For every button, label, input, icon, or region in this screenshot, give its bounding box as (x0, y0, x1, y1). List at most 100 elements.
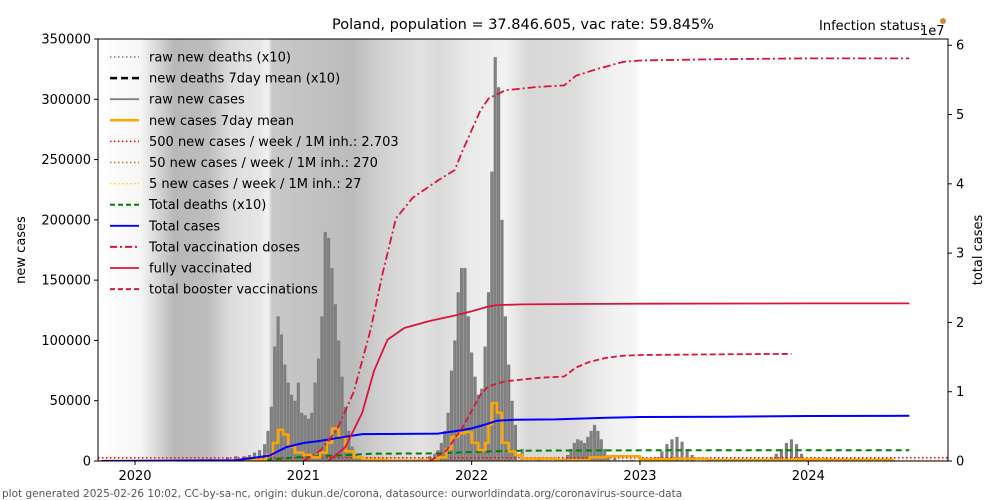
right-axis-multiplier: 1e7 (920, 24, 945, 39)
y-axis-label: new cases (14, 216, 29, 284)
new-cases-bar (286, 382, 290, 461)
new-cases-bar (427, 456, 432, 461)
new-cases-bar (774, 453, 778, 461)
new-cases-bar (592, 424, 597, 461)
legend-label: 5 new cases / week / 1M inh.: 27 (149, 177, 361, 192)
y-right-tick-label: 1 (956, 385, 964, 400)
legend-label: raw new deaths (x10) (149, 51, 291, 66)
new-cases-7day-mean-line (101, 401, 894, 461)
new-cases-bar (486, 292, 491, 461)
legend: raw new deaths (x10) new deaths 7day mean… (110, 51, 399, 298)
new-cases-bar (680, 441, 684, 461)
new-cases-bar (685, 448, 689, 461)
plot-frame (97, 38, 949, 462)
y-right-tick-label: 4 (956, 177, 964, 192)
y-right-tick-label: 3 (956, 247, 964, 262)
new-cases-bar (665, 444, 669, 461)
new-cases-bar (779, 448, 783, 461)
new-cases-bar (660, 451, 664, 461)
new-cases-bar (300, 412, 304, 461)
new-cases-bar (296, 382, 300, 461)
new-cases-bar (289, 394, 294, 461)
new-cases-bar (306, 418, 310, 461)
new-cases-bar (357, 457, 361, 461)
new-cases-bar (794, 444, 799, 461)
new-cases-bar (613, 458, 617, 461)
x-axis: 2020 2021 2022 2023 2024 (118, 461, 825, 484)
new-cases-bar (320, 316, 324, 461)
new-cases-bar (470, 352, 474, 461)
new-cases-bar (603, 448, 607, 461)
new-cases-bar (347, 430, 351, 461)
new-cases-bar (473, 376, 477, 461)
new-cases-bar (443, 430, 447, 461)
new-cases-bar (313, 382, 317, 461)
new-cases-bar (476, 394, 480, 461)
legend-label: raw new cases (149, 93, 245, 108)
new-cases-bar (493, 57, 497, 461)
new-cases-bar (269, 406, 273, 461)
new-cases-bar (483, 346, 487, 461)
new-cases-bar (490, 171, 494, 461)
x-tick-label: 2021 (287, 469, 320, 484)
new-cases-bar (459, 268, 464, 461)
new-cases-bar (586, 436, 590, 461)
y-right-tick-label: 0 (956, 455, 964, 470)
legend-label: new cases 7day mean (149, 114, 294, 129)
new-cases-bar (337, 340, 341, 461)
new-cases-bar (266, 430, 270, 461)
new-cases-bar (503, 316, 507, 461)
legend-label: 500 new cases / week / 1M inh.: 2.703 (149, 135, 399, 150)
legend-label: Total deaths (x10) (148, 198, 266, 213)
new-cases-bar (670, 439, 674, 461)
total-booster-vaccinations-line (429, 353, 792, 461)
total-deaths-line (235, 449, 910, 461)
new-cases-bar (606, 454, 610, 461)
y-tick-label: 200000 (41, 213, 91, 228)
plot-background (98, 39, 948, 461)
new-cases-bar (257, 450, 262, 461)
new-cases-bar (596, 430, 600, 461)
new-cases-bar (283, 364, 287, 461)
new-cases-bar (316, 358, 321, 461)
y-tick-label: 350000 (41, 33, 91, 48)
new-cases-bar (276, 316, 280, 461)
legend-label: Total vaccination doses (148, 240, 300, 255)
new-cases-bar (569, 448, 573, 461)
x-tick-label: 2022 (455, 469, 488, 484)
y-tick-label: 250000 (41, 153, 91, 168)
plot-area (98, 57, 948, 461)
legend-label: fully vaccinated (149, 262, 252, 277)
new-cases-bar (453, 340, 457, 461)
new-cases-bar (572, 442, 576, 461)
new-cases-bar (303, 415, 307, 461)
x-tick-label: 2024 (792, 469, 825, 484)
new-cases-bar (343, 406, 348, 461)
new-cases-bar (463, 268, 467, 461)
new-cases-bar (310, 412, 314, 461)
new-cases-bar (589, 430, 593, 461)
left-axis: 0 50000 100000 150000 200000 250000 300000 3500… (41, 33, 98, 470)
new-cases-bar (323, 231, 327, 461)
new-cases-bar (446, 412, 450, 461)
new-cases-bar (784, 442, 789, 461)
y-right-tick-label: 2 (956, 316, 964, 331)
new-cases-bar (273, 346, 277, 461)
legend-label: 50 new cases / week / 1M inh.: 270 (149, 156, 378, 171)
raw-new-cases-bars (167, 57, 895, 461)
x-tick-label: 2020 (118, 469, 151, 484)
new-cases-bar (293, 400, 297, 461)
y-tick-label: 150000 (41, 274, 91, 289)
new-cases-bar (629, 459, 634, 461)
new-cases-bar (675, 436, 679, 461)
new-cases-bar (496, 87, 501, 461)
legend-label: total booster vaccinations (149, 283, 318, 298)
new-cases-bar (340, 376, 344, 461)
new-cases-bar (279, 334, 284, 461)
infection-status-dot (940, 18, 946, 24)
legend-label: new deaths 7day mean (x10) (149, 72, 340, 87)
total-cases-line (101, 414, 910, 461)
y-tick-label: 300000 (41, 93, 91, 108)
new-cases-bar (500, 219, 504, 461)
